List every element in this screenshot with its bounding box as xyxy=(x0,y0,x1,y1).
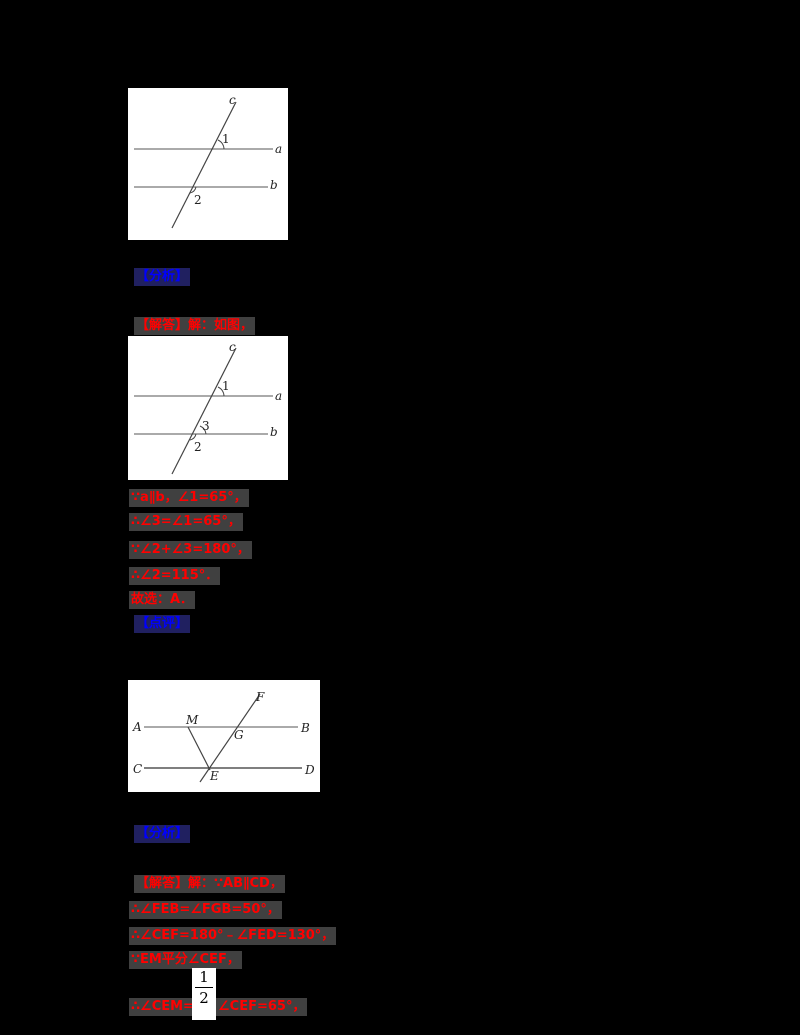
solution-header-1: 【解答】解：如图， xyxy=(134,317,256,335)
solution-line: ∵∠2+∠3=180°， xyxy=(129,541,252,559)
label-A: A xyxy=(132,720,142,734)
solution-line: ∴∠FEB=∠FGB=50°， xyxy=(129,901,282,919)
solution-line: ∴∠2=115°． xyxy=(129,567,221,585)
fraction-numerator: 1 xyxy=(199,968,209,986)
label-F: F xyxy=(255,690,265,704)
label-B: B xyxy=(300,721,310,735)
problem2-figure: A B C D E F G M xyxy=(128,680,320,792)
label-c: c xyxy=(229,340,236,354)
transversal-bisector-diagram: A B C D E F G M xyxy=(132,690,315,783)
solution-line: ∴∠3=∠1=65°， xyxy=(129,513,243,531)
fraction-denominator: 2 xyxy=(199,989,209,1007)
label-a: a xyxy=(275,389,282,403)
label-angle-2: 2 xyxy=(194,193,202,207)
parallel-lines-solution-diagram: c a b 1 3 2 xyxy=(134,340,282,475)
label-D: D xyxy=(304,763,315,777)
problem1-solution-figure: c a b 1 3 2 xyxy=(128,336,288,480)
solution-line: ∵EM平分∠CEF， xyxy=(129,951,242,969)
label-b: b xyxy=(270,425,278,439)
fraction-bar xyxy=(195,987,213,988)
label-angle-2: 2 xyxy=(194,440,202,454)
problem1-figure: c a b 1 2 xyxy=(128,88,288,240)
label-angle-3: 3 xyxy=(202,419,210,433)
analysis-tag-2: 【分析】 xyxy=(134,825,191,843)
analysis-tag-1: 【分析】 xyxy=(134,268,191,286)
parallel-lines-diagram: c a b 1 2 xyxy=(134,93,282,229)
fraction-one-half: 1 2 xyxy=(192,968,216,1020)
label-a: a xyxy=(275,142,282,156)
solution-header-2: 【解答】解：∵AB∥CD， xyxy=(134,875,285,893)
label-angle-1: 1 xyxy=(222,379,230,393)
label-G: G xyxy=(234,728,244,742)
review-tag-1: 【点评】 xyxy=(134,615,191,633)
label-c: c xyxy=(229,93,236,107)
solution-line: ∴∠CEF=180°﹣∠FED=130°， xyxy=(129,927,337,945)
solution-answer: 故选：A． xyxy=(129,591,196,609)
label-C: C xyxy=(133,762,142,776)
label-M: M xyxy=(185,713,199,727)
solution-line: ∵a∥b，∠1=65°， xyxy=(129,489,249,507)
solution-final-suffix: ∠CEF=65°， xyxy=(216,998,308,1016)
label-E: E xyxy=(209,769,219,783)
solution-final-prefix: ∴∠CEM= xyxy=(129,998,196,1016)
label-angle-1: 1 xyxy=(222,132,230,146)
label-b: b xyxy=(270,178,278,192)
